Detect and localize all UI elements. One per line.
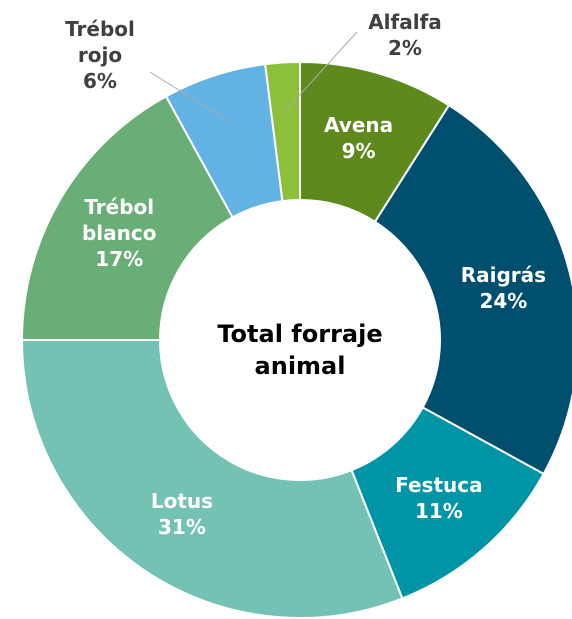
category-label: Alfalfa [368,10,442,34]
value-label: 11% [414,498,463,523]
slice [20,95,234,341]
data-label: Festuca 11% [384,472,494,524]
data-label: Trébol rojo 6% [55,16,145,94]
data-label: Raigrás 24% [448,262,558,314]
category-label: Trébol rojo [65,17,135,67]
slice [373,103,572,476]
value-label: 17% [95,247,144,272]
category-label: Avena [324,113,394,138]
slice [20,339,404,619]
value-label: 2% [388,36,422,60]
category-label: Trébol blanco [81,195,157,246]
data-label: Trébol blanco 17% [64,194,174,272]
category-label: Festuca [395,472,483,497]
data-label: Lotus 31% [127,488,237,540]
category-label: Lotus [150,488,214,513]
value-label: 24% [479,288,528,313]
category-label: Raigrás [460,262,547,287]
data-label: Avena 9% [304,112,414,164]
value-label: 31% [158,514,206,539]
value-label: 9% [341,139,376,164]
chart-title: Total forraje animal [217,320,383,380]
leader-line [285,31,358,111]
leader-line [149,71,230,122]
data-label: Alfalfa 2% [360,9,450,61]
value-label: 6% [83,69,117,93]
slice [264,60,301,203]
